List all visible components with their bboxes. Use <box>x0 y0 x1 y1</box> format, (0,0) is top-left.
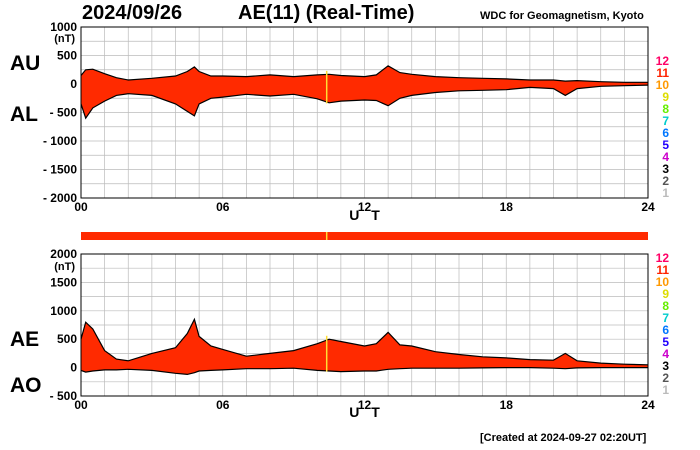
station-number-label: 9 <box>662 90 669 104</box>
x-tick-label: 00 <box>74 398 88 412</box>
created-timestamp: [Created at 2024-09-27 02:20UT] <box>480 432 647 444</box>
x-tick-label: 06 <box>216 200 230 214</box>
unit-label: (nT) <box>54 33 75 45</box>
series-line-ae <box>80 317 649 366</box>
station-number-label: 1 <box>662 186 669 200</box>
station-number-label: 11 <box>656 263 669 277</box>
al-label: AL <box>10 103 38 126</box>
station-number-label: 1 <box>662 383 669 397</box>
au-label: AU <box>10 52 41 75</box>
station-number-label: 4 <box>662 150 669 164</box>
y-tick-label: 0 <box>70 77 77 91</box>
y-tick-label: 1000 <box>50 20 77 34</box>
station-number-label: 2 <box>662 371 669 385</box>
series-line-au <box>80 65 648 83</box>
station-number-label: 5 <box>662 138 669 152</box>
station-number-label: 6 <box>662 323 669 337</box>
station-number-label: 3 <box>662 359 669 373</box>
y-tick-label: 1500 <box>50 275 77 289</box>
station-number-label: 12 <box>656 251 670 265</box>
separator-bar <box>81 232 648 240</box>
station-number-label: 7 <box>662 114 669 128</box>
y-tick-label: 1000 <box>50 304 77 318</box>
x-tick-label: 12 <box>358 398 372 412</box>
station-number-label: 3 <box>662 162 669 176</box>
panel-0 <box>80 26 649 199</box>
plot-frame <box>80 26 649 199</box>
station-number-label: 8 <box>662 102 669 116</box>
y-tick-label: - 1000 <box>43 134 77 148</box>
station-number-label: 4 <box>662 347 669 361</box>
source-label: WDC for Geomagnetism, Kyoto <box>480 10 644 22</box>
ae-label: AE <box>10 328 40 351</box>
y-tick-label: 500 <box>57 332 77 346</box>
x-tick-label: 00 <box>74 200 88 214</box>
unit-label: (nT) <box>54 261 75 273</box>
y-tick-label: - 500 <box>50 106 78 120</box>
station-number-label: 9 <box>662 287 669 301</box>
y-tick-label: - 1500 <box>43 163 77 177</box>
station-number-label: 6 <box>662 126 669 140</box>
x-tick-label: 06 <box>216 398 230 412</box>
station-number-label: 10 <box>656 275 670 289</box>
ao-label: AO <box>10 374 42 397</box>
station-number-label: 8 <box>662 299 669 313</box>
date-title: 2024/09/26 <box>82 2 183 24</box>
station-number-label: 11 <box>656 66 669 80</box>
y-tick-label: 0 <box>70 361 77 375</box>
y-tick-label: - 2000 <box>43 191 77 205</box>
x-axis-label: U T <box>349 207 384 223</box>
station-number-label: 10 <box>656 78 670 92</box>
x-tick-label: 24 <box>641 398 655 412</box>
station-number-label: 2 <box>662 174 669 188</box>
station-number-label: 12 <box>656 54 670 68</box>
x-axis-label: U T <box>349 404 384 420</box>
y-tick-label: - 500 <box>50 389 78 403</box>
station-number-label: 7 <box>662 311 669 325</box>
index-title: AE(11) (Real-Time) <box>238 2 415 24</box>
band-ae-ao <box>81 319 648 375</box>
plot-frame <box>80 253 649 397</box>
y-tick-label: 500 <box>57 49 77 63</box>
x-tick-label: 18 <box>500 200 514 214</box>
x-tick-label: 18 <box>500 398 514 412</box>
series-line-ao <box>80 367 648 376</box>
station-number-label: 5 <box>662 335 669 349</box>
panel-1 <box>80 253 649 397</box>
x-tick-label: 24 <box>641 200 655 214</box>
y-tick-label: 2000 <box>50 247 77 261</box>
x-tick-label: 12 <box>358 200 372 214</box>
series-line-al <box>80 84 649 120</box>
